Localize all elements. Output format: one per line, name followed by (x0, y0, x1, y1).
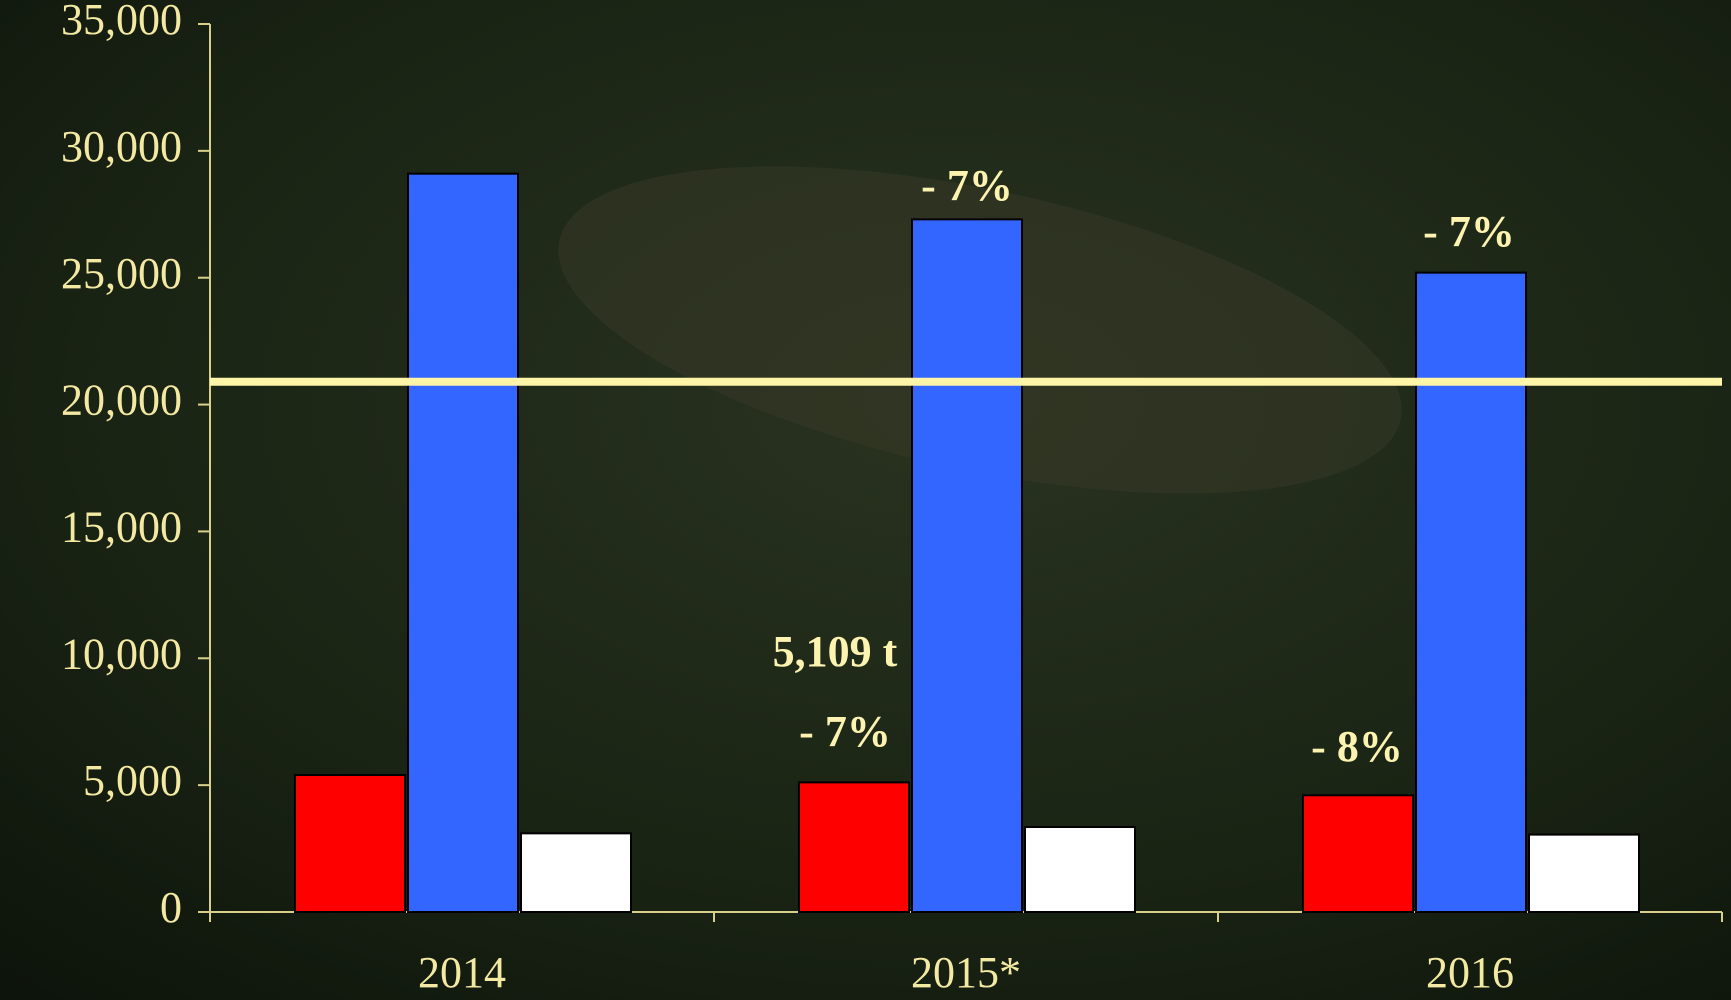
annotation: - 8% (1311, 722, 1403, 771)
page: 0 5,000 10,000 15,000 20,000 25,000 30,000 35,0… (0, 0, 1731, 1000)
bar (1529, 835, 1639, 912)
x-tick-label: 2015* (911, 948, 1021, 997)
bar (408, 174, 518, 912)
chart: 0 5,000 10,000 15,000 20,000 25,000 30,000 35,0… (0, 0, 1731, 1000)
y-tick-label: 0 (160, 883, 182, 932)
annotation: - 7% (1423, 207, 1515, 256)
bar (1303, 795, 1413, 912)
y-tick-label: 35,000 (61, 0, 182, 44)
y-tick-label: 25,000 (61, 249, 182, 298)
bar (912, 219, 1022, 912)
y-tick-label: 30,000 (61, 122, 182, 171)
y-tick-label: 5,000 (83, 756, 182, 805)
bar (1416, 273, 1526, 912)
bar (799, 782, 909, 912)
x-tick-label: 2014 (418, 948, 506, 997)
x-tick-label: 2016 (1426, 948, 1514, 997)
annotation: - 7% (921, 161, 1013, 210)
bar (295, 775, 405, 912)
bar (521, 833, 631, 912)
y-tick-label: 20,000 (61, 376, 182, 425)
annotation: 5,109 t (773, 627, 898, 676)
y-tick-label: 10,000 (61, 629, 182, 678)
bar (1025, 827, 1135, 912)
annotation: - 7% (799, 707, 891, 756)
y-tick-label: 15,000 (61, 503, 182, 552)
